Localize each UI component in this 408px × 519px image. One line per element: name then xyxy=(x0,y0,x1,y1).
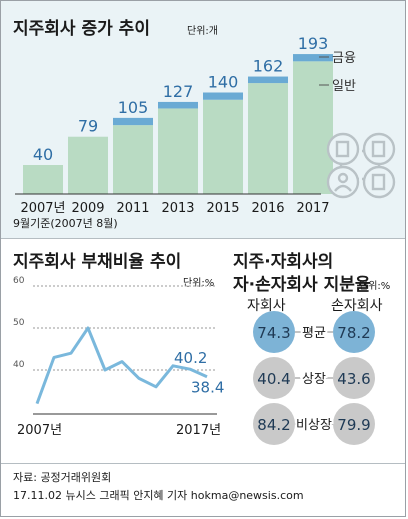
share-row-label: 비상장 xyxy=(296,418,332,433)
share-circle-grand xyxy=(333,403,375,445)
share-circle-grand xyxy=(333,311,375,353)
share-circles: 평균 74.3 78.2 상장 40.4 43.6 비상장 84.2 79.9 xyxy=(253,311,375,445)
bar-general xyxy=(203,99,243,194)
line-chart-end-label: 2017년 xyxy=(176,423,221,438)
line-y-tick: 60 xyxy=(13,276,25,286)
bar-category-label: 2016 xyxy=(251,201,284,216)
share-col-grand: 손자회사 xyxy=(331,298,383,314)
line-chart-grid: 60 50 40 xyxy=(13,276,217,415)
bar-general xyxy=(248,83,288,194)
bar-finance xyxy=(248,76,288,84)
bar-general xyxy=(293,61,333,195)
line-chart-title: 지주회사 부채비율 추이 xyxy=(13,252,182,272)
share-circle-grand xyxy=(333,357,375,399)
bar-finance xyxy=(113,117,153,126)
bar-category-label: 2015 xyxy=(206,201,239,216)
debt-ratio-line xyxy=(35,326,208,405)
share-circle-sub xyxy=(253,403,295,445)
bars-layer xyxy=(23,54,333,195)
share-unit: 단위:% xyxy=(359,281,391,292)
bar-value-label: 105 xyxy=(118,98,149,117)
bar-value-label: 79 xyxy=(78,117,98,136)
share-circle-sub xyxy=(253,311,295,353)
source-text: 자료: 공정거래위원회 xyxy=(13,471,112,484)
line-chart: 60 50 40 40.2 38.4 2007년 2017년 xyxy=(13,276,224,438)
top-chart-panel: 지주회사 증가 추이 단위:개 40 79 105 127 140 162 193 2007… xyxy=(1,1,405,238)
line-value-label: 40.2 xyxy=(174,349,207,367)
bar-category-label: 2017 xyxy=(296,201,329,216)
line-y-tick: 40 xyxy=(13,360,25,370)
line-chart-unit: 단위:% xyxy=(183,278,215,289)
share-value-sub: 74.3 xyxy=(257,324,290,342)
legend-finance: 금융 xyxy=(332,51,356,66)
credit-text: 17.11.02 뉴시스 그래픽 안지혜 기자 hokma@newsis.com xyxy=(13,489,304,502)
footer-divider xyxy=(1,463,405,464)
network-buildings-icon xyxy=(326,132,396,199)
share-value-grand: 78.2 xyxy=(337,324,370,342)
share-col-sub: 자회사 xyxy=(247,298,286,314)
share-circle-sub xyxy=(253,357,295,399)
bar-value-label: 40 xyxy=(33,145,53,164)
line-chart-start-label: 2007년 xyxy=(17,423,62,438)
bar-finance xyxy=(158,101,198,109)
share-rows: 평균 74.3 78.2 상장 40.4 43.6 비상장 84.2 79.9 xyxy=(253,311,375,445)
share-value-grand: 79.9 xyxy=(337,416,370,434)
bar-value-label: 127 xyxy=(163,82,194,101)
bar-chart-title: 지주회사 증가 추이 xyxy=(13,19,150,39)
share-value-grand: 43.6 xyxy=(337,370,370,388)
line-y-tick: 50 xyxy=(13,318,25,328)
bar-general xyxy=(68,136,108,194)
bar-category-label: 2007년 xyxy=(20,201,65,216)
share-row-label: 평균 xyxy=(302,326,326,341)
share-value-sub: 84.2 xyxy=(257,416,290,434)
bar-finance xyxy=(203,92,243,100)
bar-chart-footnote: 9월기준(2007년 8월) xyxy=(13,217,118,230)
bar-general xyxy=(158,108,198,194)
bar-category-labels: 2007년 2009 2011 2013 2015 2016 2017 xyxy=(20,201,329,216)
bar-value-label: 193 xyxy=(298,34,329,53)
bar-category-label: 2011 xyxy=(116,201,149,216)
bar-value-label: 162 xyxy=(253,57,284,76)
bar-finance xyxy=(293,54,333,62)
bar-general xyxy=(113,125,153,194)
bar-category-label: 2009 xyxy=(71,201,104,216)
share-title-line1: 지주·자회사의 xyxy=(233,252,334,272)
share-title-line2: 자·손자회사 지분율 xyxy=(233,275,371,295)
bar-category-label: 2013 xyxy=(161,201,194,216)
bar-value-labels: 40 79 105 127 140 162 193 xyxy=(33,34,328,164)
line-chart-series xyxy=(35,326,208,405)
bar-value-label: 140 xyxy=(208,73,239,92)
legend-general: 일반 xyxy=(332,79,356,94)
share-value-sub: 40.4 xyxy=(257,370,290,388)
bar-chart: 40 79 105 127 140 162 193 2007년 2009 2011 2013 201… xyxy=(15,34,396,216)
share-row-label: 상장 xyxy=(302,372,326,387)
bar-chart-unit: 단위:개 xyxy=(187,26,218,37)
line-chart-value-labels: 40.2 38.4 xyxy=(174,349,224,397)
section-divider xyxy=(1,238,405,239)
bar-general xyxy=(23,165,63,194)
line-value-label: 38.4 xyxy=(191,379,224,397)
